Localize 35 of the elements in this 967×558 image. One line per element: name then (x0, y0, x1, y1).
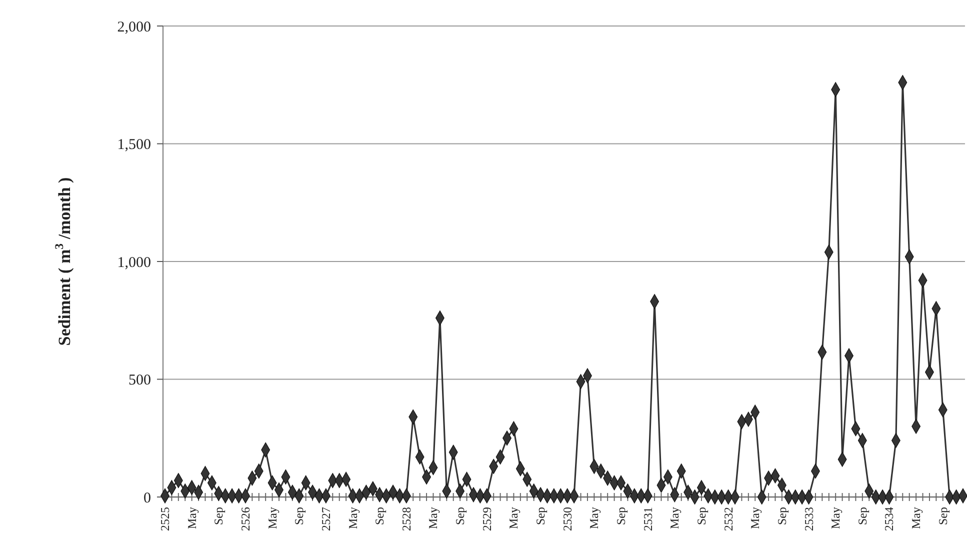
x-tick-label: Sep (534, 507, 548, 525)
y-tick-label: 1,000 (117, 254, 151, 271)
x-tick-label: Sep (694, 507, 708, 525)
x-tick-label: May (587, 507, 602, 529)
x-tick-label: Sep (855, 507, 870, 525)
x-tick-label: 2532 (721, 507, 736, 531)
x-tick-label: 2530 (560, 507, 574, 531)
x-tick-label: 2528 (399, 507, 414, 531)
x-tick-label: 2531 (640, 507, 655, 531)
x-tick-label: 2529 (480, 507, 494, 531)
x-tick-label: May (748, 507, 762, 529)
x-tick-label: Sep (614, 507, 628, 525)
x-tick-label: May (828, 507, 843, 529)
x-tick-label: May (346, 507, 360, 529)
x-tick-label: May (506, 507, 521, 529)
x-tick-label: 2534 (882, 507, 896, 531)
x-tick-label: Sep (774, 507, 789, 525)
x-tick-label: 2527 (318, 507, 333, 531)
x-tick-label: Sep (372, 507, 387, 525)
x-tick-label: Sep (936, 507, 950, 525)
x-tick-label: May (184, 507, 199, 529)
x-tick-label: 2533 (802, 507, 816, 531)
x-tick-label: Sep (212, 507, 226, 525)
y-tick-label: 2,000 (117, 19, 151, 36)
x-tick-label: 2526 (238, 507, 252, 531)
y-tick-label: 0 (144, 490, 151, 506)
x-tick-label: May (265, 507, 280, 529)
x-tick-label: May (909, 507, 924, 529)
x-tick-label: Sep (453, 507, 468, 525)
y-tick-label: 500 (128, 372, 151, 388)
x-tick-label: May (426, 507, 440, 529)
y-tick-label: 1,500 (117, 137, 151, 153)
x-tick-label: May (668, 507, 682, 529)
x-tick-label: 2525 (158, 507, 172, 531)
x-tick-label: Sep (292, 507, 306, 525)
